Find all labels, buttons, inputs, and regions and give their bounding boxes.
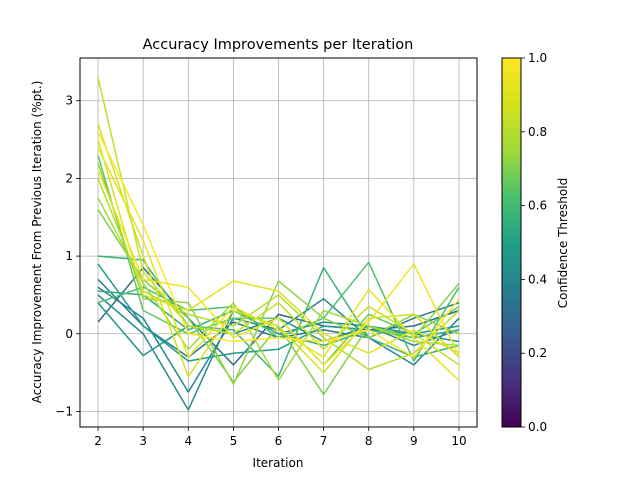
series-line xyxy=(97,123,460,378)
series-line xyxy=(97,131,460,358)
series-line xyxy=(97,178,460,371)
x-tick-label: 8 xyxy=(365,434,373,448)
colorbar-tick-label: 0.6 xyxy=(528,199,547,213)
series-line xyxy=(97,146,460,381)
x-axis-ticks: 2 3 4 5 6 7 8 9 10 xyxy=(94,427,467,448)
x-tick-label: 9 xyxy=(410,434,418,448)
colorbar-tick-label: 0.4 xyxy=(528,272,547,286)
x-tick-label: 5 xyxy=(230,434,238,448)
series-line xyxy=(97,263,460,362)
chart-title: Accuracy Improvements per Iteration xyxy=(143,37,414,53)
colorbar-tick-label: 0.2 xyxy=(528,346,547,360)
series-line xyxy=(97,170,460,366)
y-tick-label: 0 xyxy=(65,327,73,341)
y-tick-label: 2 xyxy=(65,171,73,185)
x-tick-label: 10 xyxy=(451,434,466,448)
colorbar-tick-label: 1.0 xyxy=(528,51,547,65)
colorbar xyxy=(501,57,522,428)
grid xyxy=(80,58,477,427)
colorbar-tick-label: 0.0 xyxy=(528,420,547,434)
series-group xyxy=(97,77,460,411)
colorbar-tick-label: 0.8 xyxy=(528,125,547,139)
y-axis-ticks: −1 0 1 2 3 xyxy=(55,94,80,418)
colorbar-label: Confidence Threshold xyxy=(556,178,570,308)
y-tick-label: 1 xyxy=(65,249,73,263)
x-tick-label: 2 xyxy=(94,434,102,448)
series-line xyxy=(97,197,460,382)
y-axis-label: Accuracy Improvement From Previous Itera… xyxy=(30,81,44,404)
series-line xyxy=(97,139,460,354)
colorbar-ticks: 0.0 0.2 0.4 0.6 0.8 1.0 xyxy=(521,51,547,434)
x-tick-label: 3 xyxy=(139,434,147,448)
x-tick-label: 4 xyxy=(184,434,192,448)
y-tick-label: 3 xyxy=(65,94,73,108)
series-line xyxy=(97,77,460,366)
x-axis-label: Iteration xyxy=(253,456,304,470)
x-tick-label: 6 xyxy=(275,434,283,448)
y-tick-label: −1 xyxy=(55,404,73,418)
x-tick-label: 7 xyxy=(320,434,328,448)
